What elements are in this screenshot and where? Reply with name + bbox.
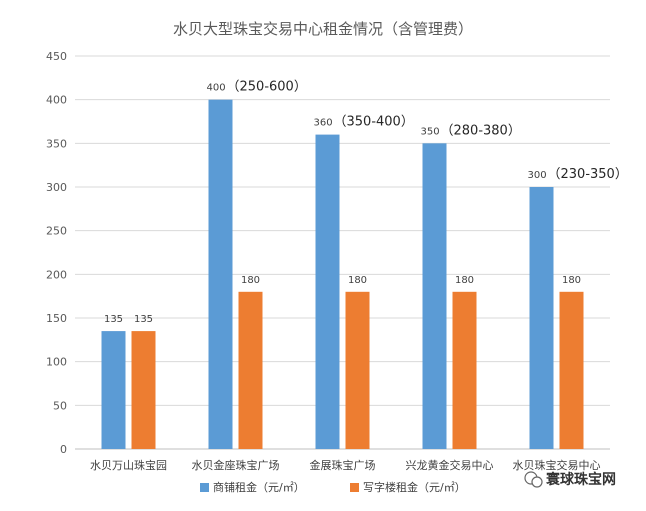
- data-label: 350: [421, 126, 440, 137]
- y-axis: 0 50 100 150 200 250 300 350 400 450: [46, 50, 67, 456]
- data-label: 360: [314, 118, 333, 129]
- data-label-range: （250-600）: [227, 80, 307, 95]
- data-label: 180: [348, 275, 367, 286]
- bar-office-rent: [238, 291, 263, 449]
- x-tick-label: 水贝万山珠宝园: [90, 458, 167, 472]
- x-tick-label: 水贝金座珠宝广场: [192, 458, 280, 472]
- wechat-icon: [524, 471, 543, 488]
- data-label-range: （280-380）: [441, 123, 521, 138]
- y-tick-label: 350: [46, 137, 67, 150]
- gridlines: [75, 55, 610, 450]
- y-tick-label: 200: [46, 268, 67, 281]
- watermark-text: 寰球珠宝网: [545, 471, 616, 488]
- x-axis: 水贝万山珠宝园 水贝金座珠宝广场 金展珠宝广场 兴龙黄金交易中心 水贝珠宝交易中心: [90, 458, 601, 472]
- data-label-range: （230-350）: [548, 167, 628, 182]
- data-label: 135: [134, 314, 153, 325]
- y-tick-label: 0: [60, 443, 67, 456]
- chart-title: 水贝大型珠宝交易中心租金情况（含管理费）: [173, 20, 473, 38]
- bar-shop-rent: [422, 143, 447, 450]
- bar-shop-rent: [101, 331, 126, 449]
- data-label: 400: [207, 83, 226, 94]
- y-tick-label: 100: [46, 356, 67, 369]
- bar-office-rent: [452, 291, 477, 449]
- y-tick-label: 250: [46, 225, 67, 238]
- bar-office-rent: [345, 291, 370, 449]
- data-label: 180: [455, 275, 474, 286]
- y-tick-label: 400: [46, 94, 67, 107]
- watermark: 寰球珠宝网: [524, 471, 616, 488]
- bar-office-rent: [131, 331, 156, 449]
- y-tick-label: 300: [46, 181, 67, 194]
- y-tick-label: 50: [53, 399, 67, 412]
- bar-office-rent: [559, 291, 584, 449]
- legend: 商铺租金（元/㎡） 写字楼租金（元/㎡）: [200, 480, 466, 494]
- data-label: 135: [104, 314, 123, 325]
- data-label: 300: [528, 170, 547, 181]
- bar-shop-rent: [315, 134, 340, 449]
- bars: [101, 99, 584, 450]
- legend-label: 商铺租金（元/㎡）: [213, 480, 305, 494]
- data-label: 180: [241, 275, 260, 286]
- legend-swatch: [350, 483, 359, 492]
- bar-shop-rent: [529, 187, 554, 449]
- y-tick-label: 150: [46, 312, 67, 325]
- legend-swatch: [200, 483, 209, 492]
- bar-shop-rent: [208, 99, 233, 450]
- data-label-range: （350-400）: [334, 115, 414, 130]
- x-tick-label: 兴龙黄金交易中心: [406, 458, 494, 472]
- data-label: 180: [562, 275, 581, 286]
- y-tick-label: 450: [46, 50, 67, 63]
- x-tick-label: 水贝珠宝交易中心: [513, 458, 601, 472]
- x-tick-label: 金展珠宝广场: [310, 458, 376, 472]
- legend-label: 写字楼租金（元/㎡）: [363, 480, 466, 494]
